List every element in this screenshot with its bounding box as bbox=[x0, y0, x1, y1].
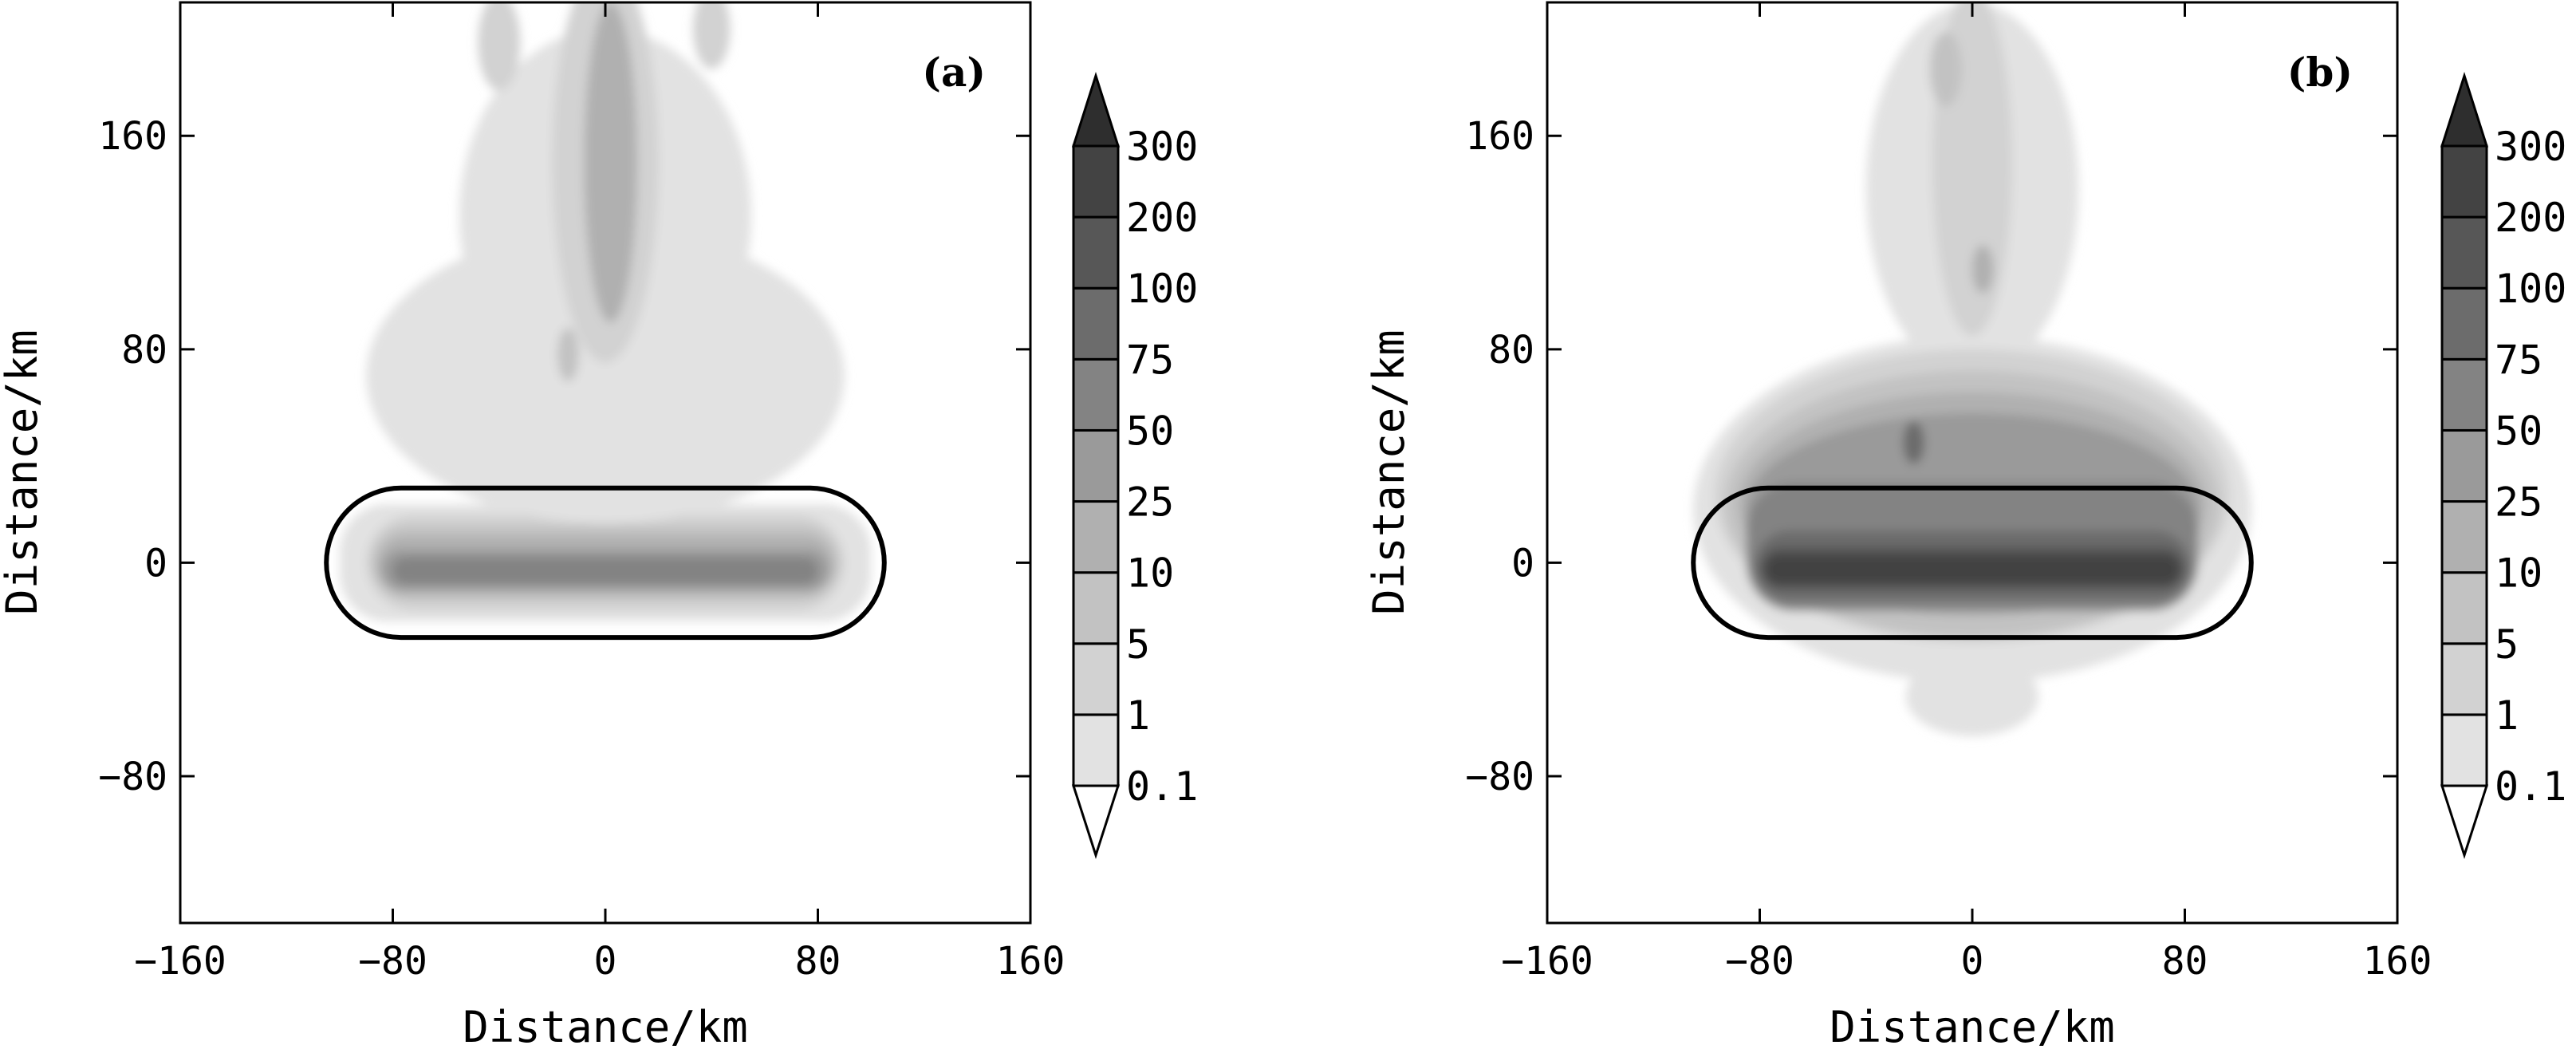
colorbar-label: 1 bbox=[1126, 692, 1150, 739]
y-tick-label: −80 bbox=[1465, 755, 1534, 799]
colorbar-extend-min bbox=[2440, 784, 2489, 859]
colorbar-segment bbox=[1072, 571, 1120, 645]
colorbar-segment bbox=[2440, 571, 2488, 645]
colorbar-segment bbox=[2440, 500, 2488, 574]
colorbar-segment bbox=[2440, 286, 2488, 361]
colorbar-label: 1 bbox=[2495, 692, 2519, 739]
colorbar-extend-min bbox=[1071, 784, 1121, 859]
y-tick-label: 80 bbox=[1488, 328, 1534, 373]
colorbar-extend-max bbox=[2440, 72, 2489, 148]
y-axis-title: Distance/km bbox=[1364, 329, 1414, 615]
y-axis-title: Distance/km bbox=[0, 329, 47, 615]
colorbar-label: 25 bbox=[2495, 479, 2543, 526]
x-tick-label: 80 bbox=[2162, 939, 2208, 984]
colorbar-label: 0.1 bbox=[1126, 763, 1198, 810]
x-tick-label: 160 bbox=[2363, 939, 2432, 984]
colorbar-segment bbox=[2440, 642, 2488, 716]
shaded-field bbox=[339, 2, 872, 622]
panel-a: −160 −80 0 80 160 −80 0 80 160 Distance/km Distanc… bbox=[0, 1, 1198, 1052]
x-axis-title: Distance/km bbox=[1830, 1002, 2115, 1052]
colorbar-segment bbox=[2440, 428, 2488, 503]
colorbar-segment bbox=[1072, 144, 1120, 219]
x-tick-label: −160 bbox=[134, 939, 226, 984]
x-tick-label: 0 bbox=[594, 939, 617, 984]
colorbar-segment bbox=[2440, 713, 2488, 787]
y-tick-label: 0 bbox=[1511, 541, 1534, 586]
contour-region bbox=[1929, 31, 1962, 107]
colorbar-segment bbox=[2440, 215, 2488, 290]
contour-region bbox=[557, 328, 579, 381]
colorbar-segment bbox=[1072, 713, 1120, 787]
x-tick-label: −80 bbox=[358, 939, 427, 984]
colorbar-label: 200 bbox=[1126, 195, 1198, 241]
panel-b: −160 −80 0 80 160 −80 0 80 160 Distance/km Distanc… bbox=[1364, 1, 2566, 1052]
colorbar-label: 50 bbox=[2495, 408, 2543, 454]
x-tick-label: −160 bbox=[1501, 939, 1593, 984]
x-tick-label: 80 bbox=[795, 939, 841, 984]
y-tick-label: 160 bbox=[98, 114, 167, 159]
x-tick-label: 160 bbox=[996, 939, 1065, 984]
colorbar-label: 50 bbox=[1126, 408, 1174, 454]
colorbar-label: 0.1 bbox=[2495, 763, 2566, 810]
colorbar-segment bbox=[2440, 144, 2488, 219]
colorbar-segment bbox=[1072, 286, 1120, 361]
contour-region bbox=[392, 557, 818, 585]
colorbar-segment bbox=[2440, 357, 2488, 432]
contour-region bbox=[478, 2, 521, 91]
contour-region bbox=[1765, 554, 2180, 585]
colorbar-segment bbox=[1072, 428, 1120, 503]
colorbar-segment bbox=[1072, 642, 1120, 716]
colorbar-segment bbox=[1072, 500, 1120, 574]
y-tick-label: 0 bbox=[144, 541, 167, 586]
colorbar: 0.1 1 5 10 25 50 75 100 200 300 bbox=[2440, 72, 2566, 859]
colorbar-extend-max bbox=[1071, 72, 1121, 148]
colorbar: 0.1 1 5 10 25 50 75 100 200 300 bbox=[1071, 72, 1198, 859]
colorbar-label: 100 bbox=[1126, 266, 1198, 312]
domain-outline bbox=[324, 485, 887, 641]
x-tick-label: −80 bbox=[1725, 939, 1794, 984]
colorbar-label: 5 bbox=[2495, 621, 2519, 668]
colorbar-label: 75 bbox=[1126, 337, 1174, 383]
colorbar-label: 300 bbox=[2495, 124, 2566, 170]
x-axis-title: Distance/km bbox=[463, 1002, 748, 1052]
colorbar-label: 100 bbox=[2495, 266, 2566, 312]
colorbar-segment bbox=[1072, 357, 1120, 432]
colorbar-label: 25 bbox=[1126, 479, 1174, 526]
shaded-field bbox=[1693, 2, 2251, 736]
colorbar-label: 300 bbox=[1126, 124, 1198, 170]
domain-outline bbox=[1691, 485, 2254, 641]
colorbar-label: 200 bbox=[2495, 195, 2566, 241]
contour-region bbox=[692, 2, 731, 69]
panel-label: (a) bbox=[922, 49, 986, 96]
colorbar-label: 10 bbox=[2495, 550, 2543, 597]
y-tick-label: 160 bbox=[1465, 114, 1534, 159]
contour-region bbox=[1905, 656, 2039, 736]
colorbar-label: 10 bbox=[1126, 550, 1174, 597]
contour-region bbox=[1972, 245, 1994, 294]
x-tick-label: 0 bbox=[1961, 939, 1984, 984]
colorbar-label: 5 bbox=[1126, 621, 1150, 668]
colorbar-label: 75 bbox=[2495, 337, 2543, 383]
y-tick-label: −80 bbox=[98, 755, 167, 799]
y-tick-label: 80 bbox=[121, 328, 167, 373]
colorbar-segment bbox=[1072, 215, 1120, 290]
panel-label: (b) bbox=[2287, 49, 2353, 96]
contour-region bbox=[584, 2, 637, 323]
contour-region bbox=[1903, 421, 1925, 464]
